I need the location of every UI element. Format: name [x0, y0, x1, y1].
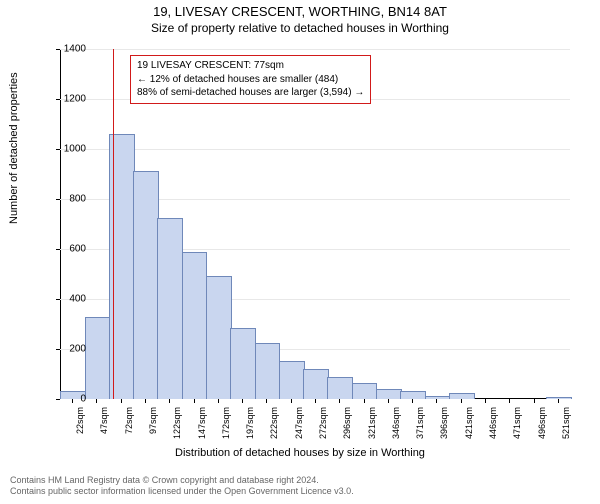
x-tick-mark — [266, 399, 267, 403]
bar — [546, 397, 572, 399]
x-tick-label: 296sqm — [342, 407, 352, 439]
bar — [157, 218, 183, 399]
y-tick-label: 400 — [46, 294, 86, 305]
x-tick-mark — [339, 399, 340, 403]
x-tick-mark — [218, 399, 219, 403]
annotation-line1: 19 LIVESAY CRESCENT: 77sqm — [137, 59, 364, 73]
x-tick-mark — [194, 399, 195, 403]
bar — [400, 391, 426, 399]
chart-area: 22sqm47sqm72sqm97sqm122sqm147sqm172sqm19… — [60, 49, 570, 399]
bar — [352, 383, 378, 399]
x-tick-label: 346sqm — [391, 407, 401, 439]
bar — [182, 252, 208, 399]
annotation-box: 19 LIVESAY CRESCENT: 77sqm ← 12% of deta… — [130, 55, 371, 104]
bar — [133, 171, 159, 400]
x-tick-label: 471sqm — [512, 407, 522, 439]
annotation-line2: ← 12% of detached houses are smaller (48… — [137, 73, 364, 87]
y-tick-label: 200 — [46, 344, 86, 355]
footer-line1: Contains HM Land Registry data © Crown c… — [10, 475, 354, 487]
bar — [279, 361, 305, 400]
x-tick-mark — [436, 399, 437, 403]
grid-line — [60, 149, 570, 150]
x-tick-mark — [534, 399, 535, 403]
bar — [230, 328, 256, 399]
x-tick-label: 122sqm — [172, 407, 182, 439]
x-tick-mark — [364, 399, 365, 403]
y-tick-label: 0 — [46, 394, 86, 405]
x-tick-mark — [291, 399, 292, 403]
x-tick-mark — [121, 399, 122, 403]
annotation-line3: 88% of semi-detached houses are larger (… — [137, 86, 364, 100]
y-tick-label: 1000 — [46, 144, 86, 155]
x-tick-mark — [461, 399, 462, 403]
x-tick-mark — [509, 399, 510, 403]
x-tick-label: 496sqm — [537, 407, 547, 439]
y-tick-label: 1400 — [46, 44, 86, 55]
y-tick-label: 800 — [46, 194, 86, 205]
x-tick-label: 72sqm — [124, 407, 134, 434]
page-title: 19, LIVESAY CRESCENT, WORTHING, BN14 8AT — [0, 4, 600, 19]
x-tick-mark — [558, 399, 559, 403]
footer: Contains HM Land Registry data © Crown c… — [10, 475, 354, 498]
grid-line — [60, 49, 570, 50]
x-tick-label: 197sqm — [245, 407, 255, 439]
footer-line2: Contains public sector information licen… — [10, 486, 354, 498]
x-tick-label: 371sqm — [415, 407, 425, 439]
bar — [327, 377, 353, 399]
x-tick-label: 272sqm — [318, 407, 328, 439]
x-tick-label: 521sqm — [561, 407, 571, 439]
x-axis-label: Distribution of detached houses by size … — [0, 447, 600, 459]
x-tick-label: 247sqm — [294, 407, 304, 439]
x-tick-mark — [412, 399, 413, 403]
bar — [449, 393, 475, 400]
x-tick-label: 22sqm — [75, 407, 85, 434]
x-tick-mark — [485, 399, 486, 403]
bar — [376, 389, 402, 399]
page-subtitle: Size of property relative to detached ho… — [0, 21, 600, 35]
x-tick-label: 97sqm — [148, 407, 158, 434]
x-tick-label: 321sqm — [367, 407, 377, 439]
x-tick-label: 47sqm — [99, 407, 109, 434]
x-tick-label: 222sqm — [269, 407, 279, 439]
x-tick-mark — [96, 399, 97, 403]
x-tick-label: 446sqm — [488, 407, 498, 439]
bar — [206, 276, 232, 400]
x-tick-label: 172sqm — [221, 407, 231, 439]
x-tick-mark — [169, 399, 170, 403]
y-tick-label: 600 — [46, 244, 86, 255]
y-tick-label: 1200 — [46, 94, 86, 105]
x-tick-label: 147sqm — [197, 407, 207, 439]
bar — [303, 369, 329, 399]
x-tick-mark — [315, 399, 316, 403]
bar — [85, 317, 111, 399]
y-axis-label: Number of detached properties — [8, 72, 20, 224]
bar — [255, 343, 281, 399]
x-tick-mark — [388, 399, 389, 403]
x-tick-label: 421sqm — [464, 407, 474, 439]
x-tick-label: 396sqm — [439, 407, 449, 439]
x-tick-mark — [145, 399, 146, 403]
x-tick-mark — [242, 399, 243, 403]
reference-line — [113, 49, 114, 399]
